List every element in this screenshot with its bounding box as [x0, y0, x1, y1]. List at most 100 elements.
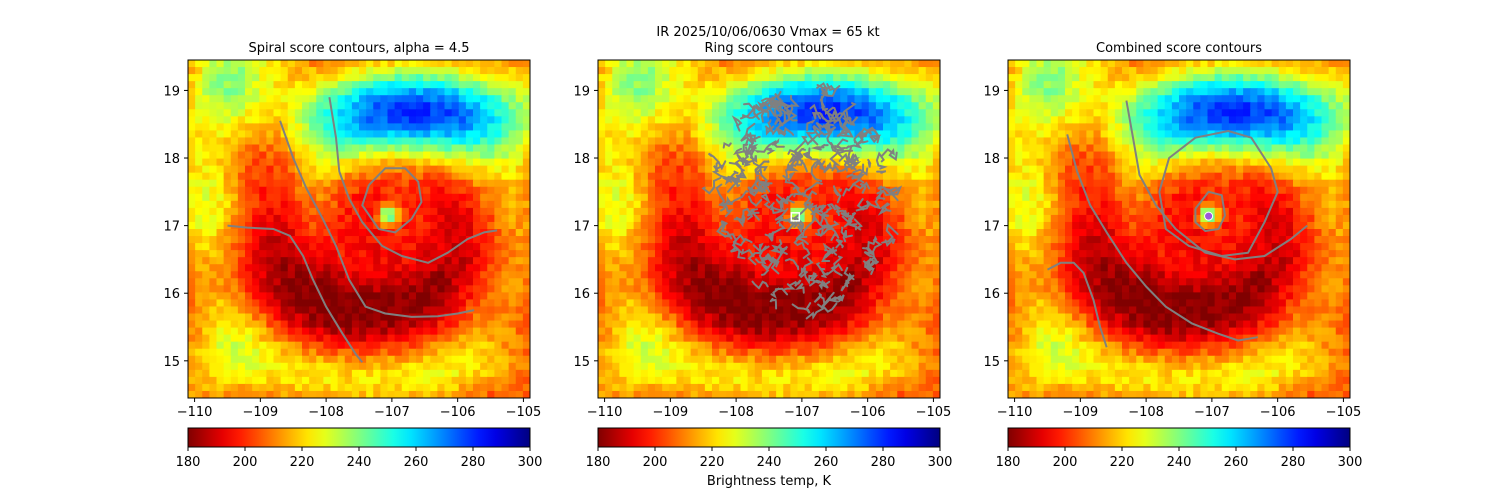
panel-3: Combined score contours −110 −109 −108 −107 −… [983, 41, 1362, 470]
ring-contour [815, 228, 824, 237]
heatmap-image [1008, 60, 1350, 398]
colorbar-tick-label: 240 [1167, 455, 1192, 470]
ring-contour [774, 287, 789, 296]
colorbar-tick-label: 300 [518, 455, 543, 470]
colorbar-tick-label: 220 [700, 455, 725, 470]
ring-contour [815, 262, 827, 279]
score-contours [1047, 100, 1308, 348]
ring-contour [790, 94, 800, 107]
ring-contour [826, 203, 837, 212]
ring-contour [715, 161, 723, 172]
ring-contour [836, 126, 848, 138]
x-tick-label: −107 [784, 405, 820, 420]
ring-contour [843, 160, 862, 170]
ring-contour [752, 242, 764, 255]
ring-contour [769, 297, 778, 310]
x-tick-label: −105 [1326, 405, 1362, 420]
ring-contour [880, 202, 890, 210]
colorbar-tick-label: 200 [233, 455, 258, 470]
ring-contour [815, 121, 835, 130]
colorbar-tick-label: 180 [176, 455, 201, 470]
axes-frame [1007, 59, 1351, 399]
colorbar-tick-label: 300 [1338, 455, 1363, 470]
ring-score-contours [701, 82, 903, 320]
ring-contour [753, 140, 777, 153]
ring-contour [758, 180, 767, 193]
ring-contour [835, 238, 845, 249]
ring-contour [781, 103, 794, 118]
ring-contour [846, 171, 863, 180]
ring-contour [744, 136, 759, 153]
x-tick-label: −108 [1128, 405, 1164, 420]
ring-contour [720, 195, 736, 212]
ring-contour [800, 257, 814, 278]
ring-contour [862, 235, 878, 250]
ring-contour [791, 302, 812, 314]
ring-contour [830, 231, 838, 241]
ring-contour [864, 259, 875, 275]
y-tick-label: 19 [573, 84, 590, 99]
x-tick-label: −110 [997, 405, 1033, 420]
y-tick-label: 17 [163, 220, 180, 235]
panel-title: Spiral score contours, alpha = 4.5 [248, 41, 469, 56]
ring-contour [812, 125, 821, 138]
ring-contour [847, 116, 859, 126]
score-contour-line [1047, 261, 1108, 348]
ring-contour [789, 279, 802, 287]
ring-contour [825, 262, 843, 276]
ring-contour [771, 138, 785, 148]
ring-contour [821, 291, 838, 313]
colorbar-label: Brightness temp, K [707, 474, 832, 489]
ring-contour [829, 152, 841, 172]
ring-contour [859, 182, 867, 195]
ring-contour [797, 219, 805, 234]
ring-contour [835, 149, 854, 159]
colorbar-tick-label: 280 [461, 455, 486, 470]
score-contours [227, 97, 498, 363]
ring-contour [867, 158, 872, 168]
ring-contour [814, 204, 827, 214]
ring-contour [770, 239, 783, 253]
ring-contour [793, 219, 803, 229]
ring-contour [832, 185, 839, 197]
ring-contour [801, 190, 817, 200]
ring-contour [883, 187, 899, 202]
ring-contour [776, 127, 787, 135]
ring-contour [754, 163, 769, 185]
y-tick-label: 19 [163, 84, 180, 99]
ring-contour [802, 181, 823, 198]
ring-contour [720, 220, 733, 240]
ring-contour [833, 102, 857, 124]
x-tick-label: −110 [177, 405, 213, 420]
ring-contour [842, 229, 853, 243]
colorbar-tick-label: 240 [347, 455, 372, 470]
ring-contour [843, 155, 855, 172]
ring-contour [821, 106, 839, 122]
ring-contour [753, 175, 763, 192]
ring-contour [764, 231, 775, 241]
x-tick-label: −108 [718, 405, 754, 420]
ring-contour [880, 148, 898, 162]
x-tick-label: −105 [916, 405, 952, 420]
ring-contour [787, 163, 799, 172]
ring-contour [733, 233, 746, 243]
ring-contour [740, 207, 754, 222]
score-contour-line [1066, 134, 1259, 342]
ring-contour [830, 255, 844, 277]
colorbar-tick-label: 260 [1224, 455, 1249, 470]
colorbar-tick-label: 240 [757, 455, 782, 470]
x-tick-label: −106 [850, 405, 886, 420]
panel-2: Ring score contours −110 −109 −108 −107 −106 −… [573, 41, 952, 470]
colorbar-tick-label: 180 [586, 455, 611, 470]
ring-contour [813, 294, 822, 303]
ring-contour [761, 193, 771, 204]
ring-contour [853, 127, 872, 144]
ring-contour [740, 122, 756, 142]
ring-contour [770, 287, 780, 299]
colorbar-gradient [598, 428, 940, 447]
ring-contour [722, 141, 732, 149]
colorbar-tick-label: 200 [643, 455, 668, 470]
ring-contour [881, 222, 899, 244]
y-tick-label: 18 [573, 152, 590, 167]
ring-contour [751, 98, 777, 112]
